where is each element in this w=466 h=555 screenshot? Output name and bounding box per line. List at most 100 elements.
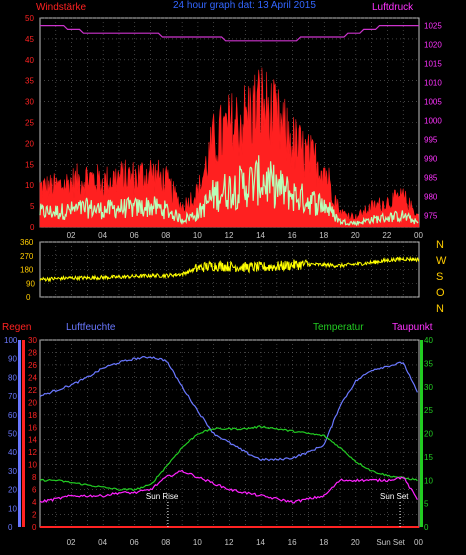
sunset-label: Sun Set <box>380 492 409 501</box>
right-tick-label: 1010 <box>424 79 442 88</box>
humidity-tick-label: 80 <box>8 373 17 382</box>
dewpoint-tick-label: 12 <box>28 448 37 457</box>
x-tick-label-bottom: 16 <box>288 538 297 547</box>
compass-letter: S <box>436 271 443 283</box>
humidity-tick-label: 20 <box>8 486 17 495</box>
right-tick-label: 995 <box>424 136 438 145</box>
humidity-axis-strip <box>18 340 21 527</box>
direction-tick-label: 180 <box>20 266 34 275</box>
windstaerke-label: Windstärke <box>36 2 86 13</box>
left-tick-label: 45 <box>25 35 34 44</box>
taupunkt-series <box>39 469 418 504</box>
humidity-temperature-panel: 0102030405060708090100024681012141618202… <box>4 336 433 547</box>
temperature-tick-label: 40 <box>424 336 433 345</box>
dewpoint-tick-label: 0 <box>32 523 37 532</box>
x-tick-label-bottom: 06 <box>130 538 139 547</box>
temperatur-label: Temperatur <box>313 322 364 333</box>
left-tick-label: 5 <box>30 202 35 211</box>
humidity-tick-label: 70 <box>8 392 17 401</box>
humidity-tick-label: 10 <box>8 504 17 513</box>
direction-tick-label: 0 <box>26 293 31 302</box>
temperatur-series <box>39 425 418 492</box>
dewpoint-tick-label: 16 <box>28 423 37 432</box>
x-tick-label-bottom: Sun Set <box>376 538 405 547</box>
left-tick-label: 10 <box>25 181 34 190</box>
x-tick-label-top: 02 <box>67 231 76 240</box>
x-tick-label-top: 10 <box>193 231 202 240</box>
humidity-tick-label: 0 <box>8 523 13 532</box>
x-tick-label-top: 12 <box>225 231 234 240</box>
wind-average-series <box>39 155 419 227</box>
right-tick-label: 1015 <box>424 60 442 69</box>
x-tick-label-top: 04 <box>98 231 107 240</box>
x-tick-label-bottom: 02 <box>67 538 76 547</box>
x-tick-label-top: 00 <box>414 231 423 240</box>
x-tick-label-top: 08 <box>161 231 170 240</box>
dewpoint-tick-label: 26 <box>28 361 37 370</box>
temperature-tick-label: 25 <box>424 406 433 415</box>
x-tick-label-bottom: 00 <box>414 538 423 547</box>
x-tick-label-top: 22 <box>382 231 391 240</box>
humidity-tick-label: 50 <box>8 430 17 439</box>
x-tick-label-top: 14 <box>256 231 265 240</box>
chart-title: 24 hour graph dat: 13 April 2015 <box>173 0 316 11</box>
left-tick-label: 0 <box>30 223 35 232</box>
dewpoint-tick-label: 22 <box>28 386 37 395</box>
left-tick-label: 50 <box>25 14 34 23</box>
humidity-tick-label: 60 <box>8 411 17 420</box>
rain-axis-strip <box>22 340 25 527</box>
right-tick-label: 1005 <box>424 98 442 107</box>
windstaerke-series <box>39 67 420 228</box>
humidity-tick-label: 30 <box>8 467 17 476</box>
humidity-tick-label: 100 <box>4 336 18 345</box>
x-tick-label-bottom: 10 <box>193 538 202 547</box>
dewpoint-tick-label: 24 <box>28 373 37 382</box>
dewpoint-tick-label: 30 <box>28 336 37 345</box>
right-tick-label: 980 <box>424 193 438 202</box>
dewpoint-tick-label: 20 <box>28 398 37 407</box>
dewpoint-tick-label: 8 <box>32 473 37 482</box>
windrichtung-series <box>39 255 420 283</box>
compass-letter: N <box>436 239 444 251</box>
left-tick-label: 25 <box>25 119 34 128</box>
bottom-plot-frame <box>39 339 420 528</box>
temperature-tick-label: 30 <box>424 383 433 392</box>
dewpoint-tick-label: 18 <box>28 411 37 420</box>
temperature-axis-strip <box>420 340 423 527</box>
taupunkt-label: Taupunkt <box>392 322 433 333</box>
x-tick-label-bottom: 08 <box>161 538 170 547</box>
dewpoint-tick-label: 2 <box>32 511 37 520</box>
left-tick-label: 40 <box>25 56 34 65</box>
x-tick-label-bottom: 12 <box>225 538 234 547</box>
temperature-tick-label: 35 <box>424 359 433 368</box>
compass-letter: W <box>436 255 447 267</box>
right-tick-label: 975 <box>424 212 438 221</box>
wind-pressure-panel: 0510152025303540455097598098599099510001… <box>25 14 442 240</box>
left-tick-label: 35 <box>25 77 34 86</box>
left-tick-label: 30 <box>25 98 34 107</box>
compass-letter: N <box>436 303 444 315</box>
temperature-tick-label: 10 <box>424 476 433 485</box>
luftfeuchte-label: Luftfeuchte <box>66 322 116 333</box>
x-tick-label-top: 16 <box>288 231 297 240</box>
temperature-tick-label: 5 <box>424 500 429 509</box>
x-tick-label-top: 20 <box>351 231 360 240</box>
direction-tick-label: 360 <box>20 238 34 247</box>
right-tick-label: 985 <box>424 174 438 183</box>
luftdruck-label: Luftdruck <box>372 2 414 13</box>
right-tick-label: 1025 <box>424 22 442 31</box>
humidity-tick-label: 90 <box>8 355 17 364</box>
dewpoint-tick-label: 10 <box>28 461 37 470</box>
dewpoint-tick-label: 28 <box>28 348 37 357</box>
dewpoint-tick-label: 4 <box>32 498 37 507</box>
compass-letter: O <box>436 287 445 299</box>
x-tick-label-bottom: 18 <box>319 538 328 547</box>
right-tick-label: 990 <box>424 155 438 164</box>
direction-tick-label: 270 <box>20 252 34 261</box>
humidity-tick-label: 40 <box>8 448 17 457</box>
temperature-tick-label: 20 <box>424 430 433 439</box>
sunrise-label: Sun Rise <box>146 492 179 501</box>
temperature-tick-label: 15 <box>424 453 433 462</box>
